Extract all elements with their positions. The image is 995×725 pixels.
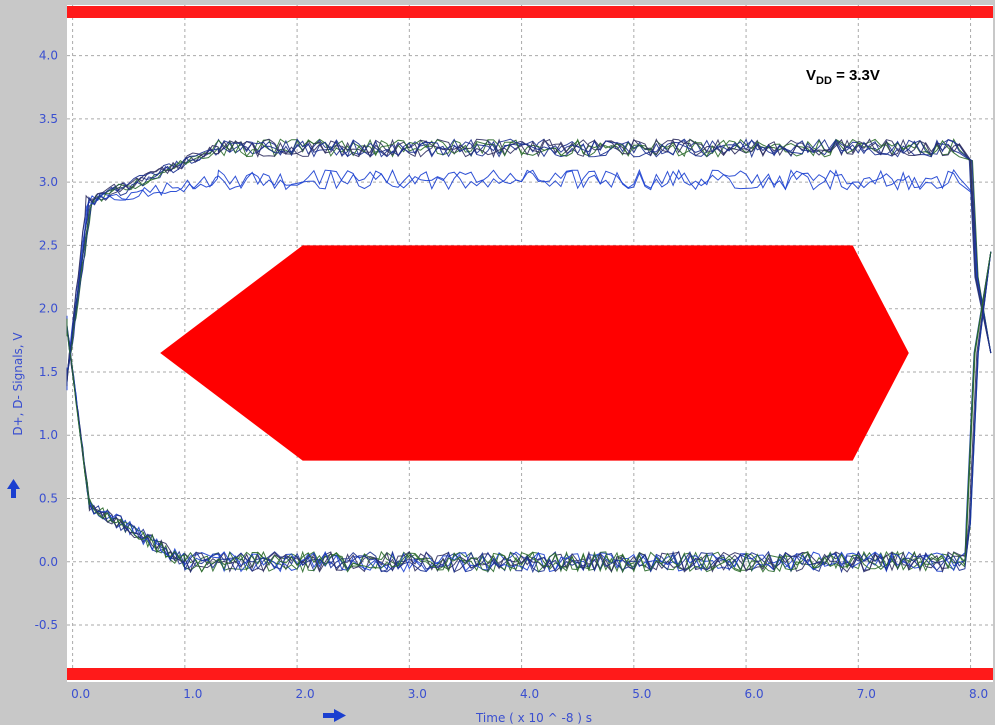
vdd-annotation-subscript: DD xyxy=(816,75,832,87)
signal-trace xyxy=(66,168,992,379)
y-tick-label: 1.5 xyxy=(39,365,58,379)
y-tick-label: 2.5 xyxy=(39,238,58,252)
y-arrow-icon xyxy=(7,479,20,498)
y-tick-label: 0.5 xyxy=(39,492,58,506)
x-tick-labels: 0.0 1.0 2.0 3.0 4.0 5.0 6.0 7.0 8.0 xyxy=(71,687,988,701)
eye-mask xyxy=(160,245,909,461)
signal-trace xyxy=(66,168,992,391)
y-tick-label: 2.0 xyxy=(39,302,58,316)
y-axis-title: D+, D- Signals, V xyxy=(11,332,25,436)
x-tick-label: 4.0 xyxy=(520,687,539,701)
x-tick-label: 8.0 xyxy=(969,687,988,701)
y-tick-label: 1.0 xyxy=(39,428,58,442)
x-axis-title: Time ( x 10 ^ -8 ) s xyxy=(475,711,592,725)
signal-trace xyxy=(66,138,992,381)
vdd-annotation-value: = 3.3V xyxy=(832,67,880,84)
x-tick-label: 5.0 xyxy=(632,687,651,701)
lower-limit-bar xyxy=(67,668,993,680)
x-arrow-icon xyxy=(323,709,346,722)
x-tick-label: 1.0 xyxy=(183,687,202,701)
signal-traces xyxy=(66,138,992,574)
x-tick-label: 6.0 xyxy=(745,687,764,701)
y-tick-label: 4.0 xyxy=(39,49,58,63)
x-tick-label: 0.0 xyxy=(71,687,90,701)
vdd-annotation-main: V xyxy=(806,67,816,84)
signal-trace xyxy=(66,138,992,387)
signal-trace xyxy=(66,138,992,386)
y-tick-label: 3.0 xyxy=(39,175,58,189)
signal-trace xyxy=(66,251,992,574)
y-tick-labels: -0.5 0.0 0.5 1.0 1.5 2.0 2.5 3.0 3.5 4.0 xyxy=(35,49,58,632)
signal-trace xyxy=(66,138,992,380)
upper-limit-bar xyxy=(67,6,993,18)
x-tick-label: 7.0 xyxy=(857,687,876,701)
y-tick-label: -0.5 xyxy=(35,618,58,632)
vdd-annotation: VDD = 3.3V xyxy=(806,67,880,87)
x-tick-label: 3.0 xyxy=(408,687,427,701)
y-tick-label: 3.5 xyxy=(39,112,58,126)
x-tick-label: 2.0 xyxy=(296,687,315,701)
y-tick-label: 0.0 xyxy=(39,555,58,569)
